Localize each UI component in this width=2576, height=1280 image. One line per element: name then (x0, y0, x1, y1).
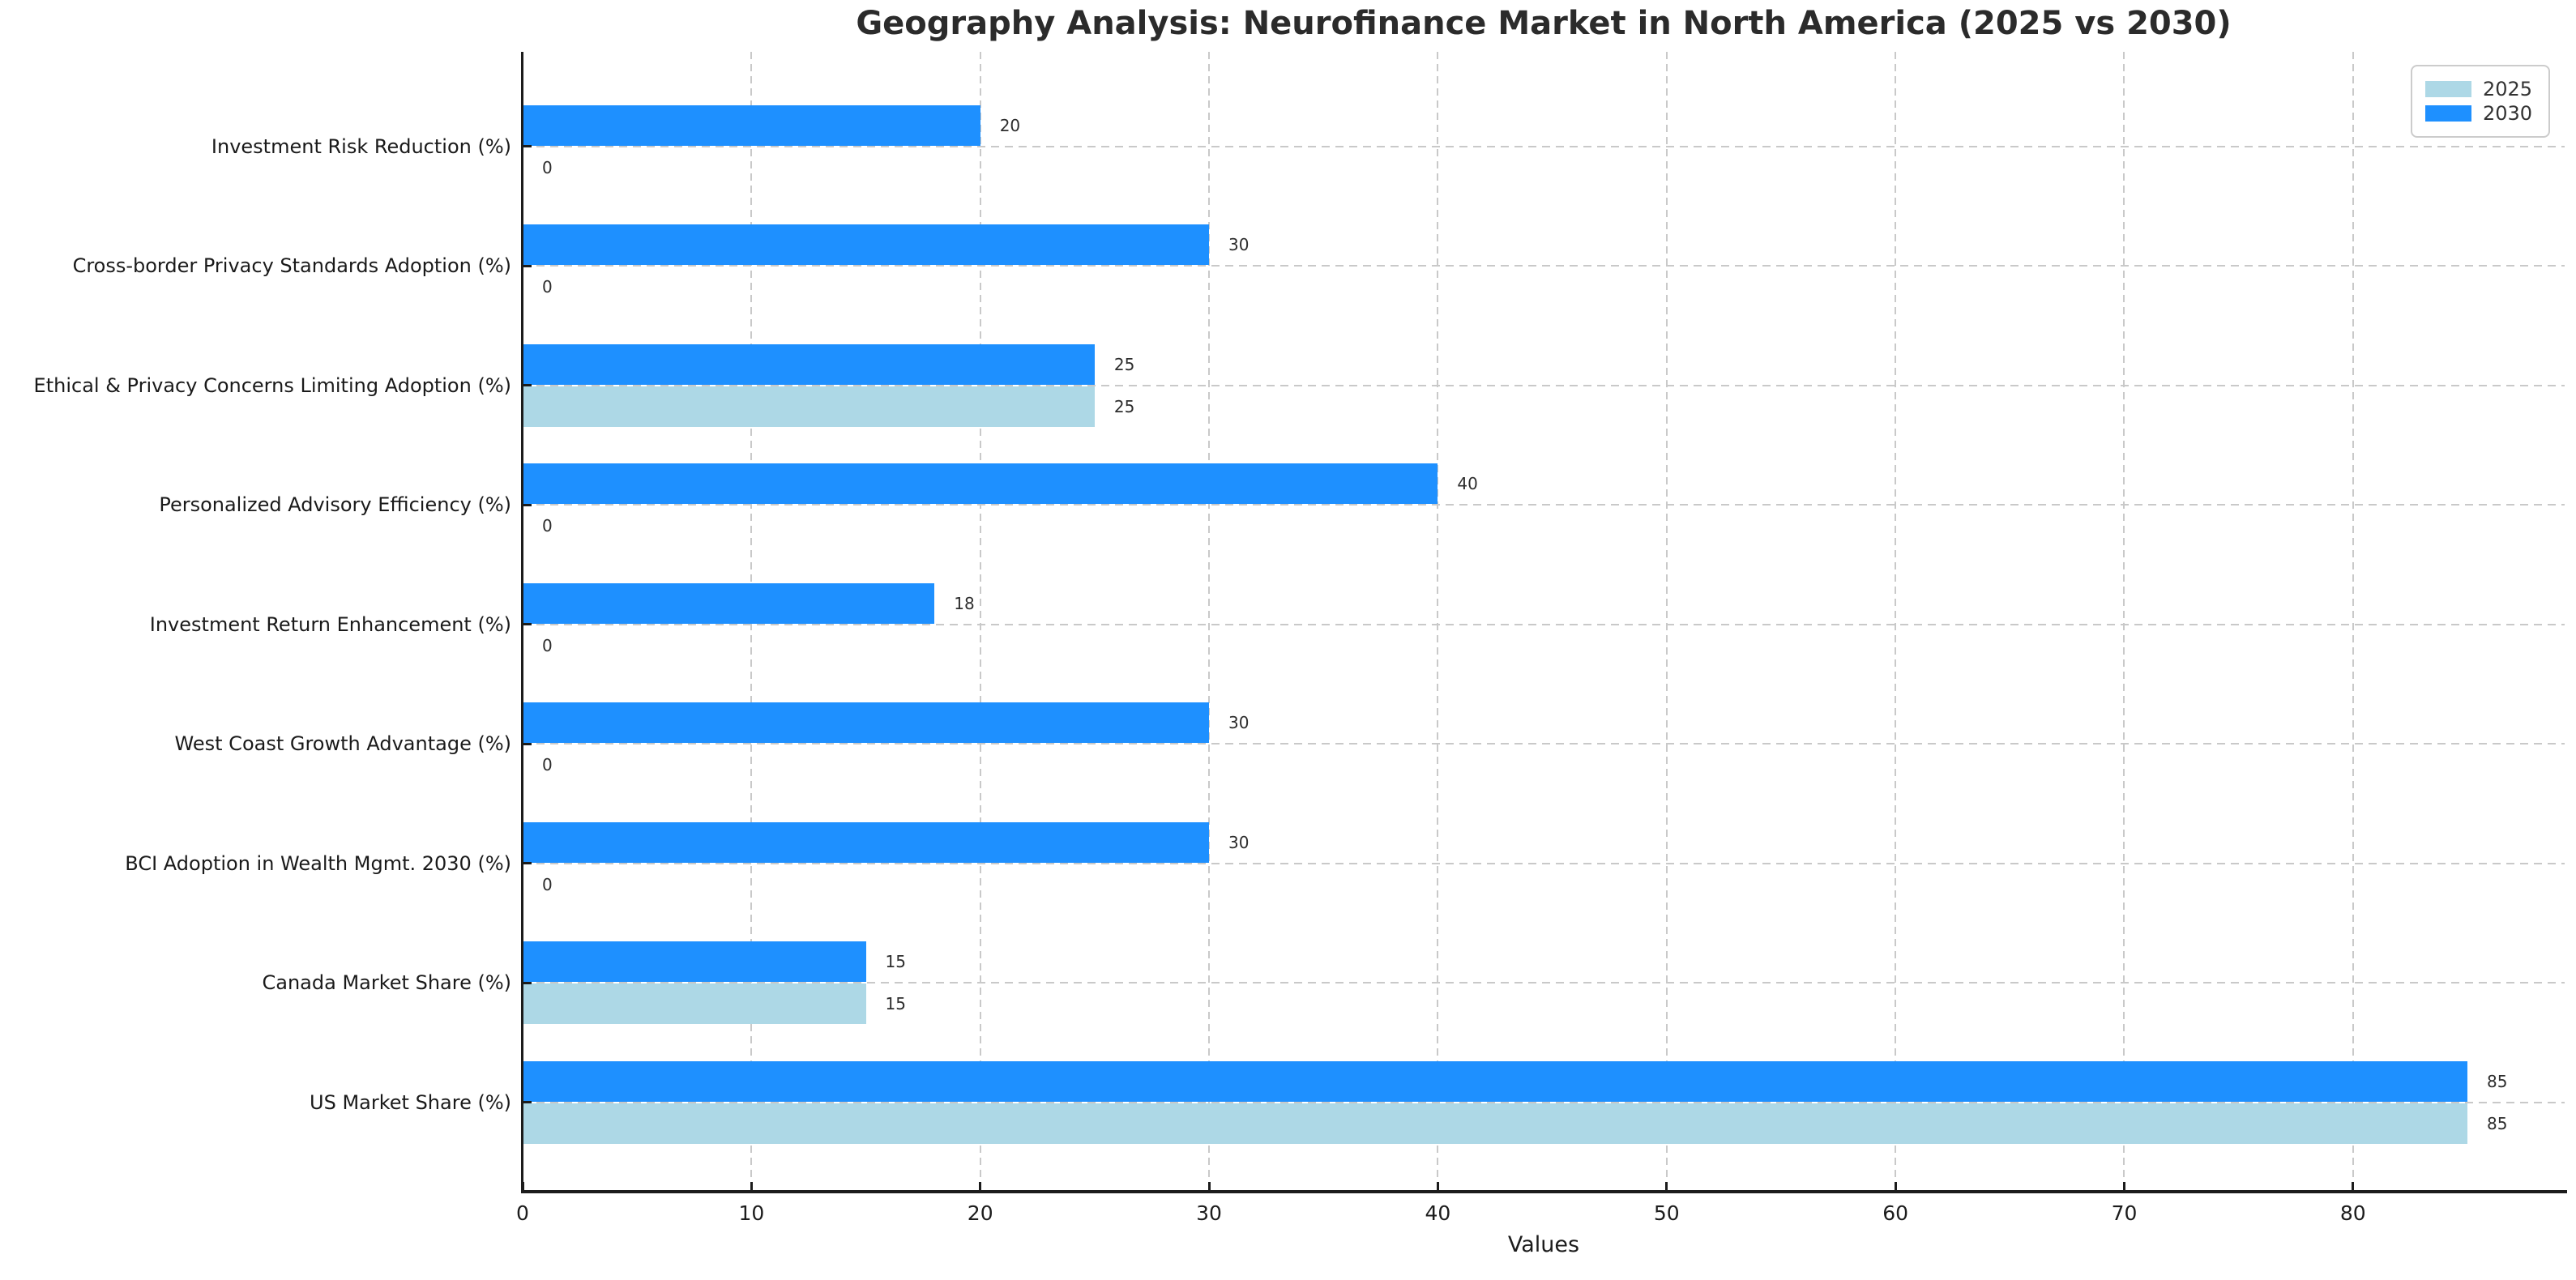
x-tick-label: 80 (2339, 1201, 2366, 1225)
horizontal-gridline (523, 384, 2565, 386)
vertical-gridline (1665, 52, 1668, 1192)
vertical-gridline (979, 52, 981, 1192)
category-label: Personalized Advisory Efficiency (%) (159, 493, 511, 516)
vertical-gridline (1437, 52, 1439, 1192)
horizontal-gridline (523, 265, 2565, 267)
x-tick-mark (1207, 1182, 1211, 1192)
bar-value-label-2025: 0 (542, 755, 553, 774)
legend-swatch-2025 (2425, 81, 2471, 97)
horizontal-gridline (523, 623, 2565, 625)
bar-2030 (523, 941, 866, 982)
bar-value-label-2025: 0 (542, 516, 553, 535)
bar-value-label-2025: 0 (542, 277, 553, 297)
y-tick-mark (523, 145, 532, 147)
vertical-gridline (1895, 52, 1897, 1192)
y-tick-mark (523, 742, 532, 745)
bar-value-label-2030: 40 (1457, 474, 1478, 493)
bar-value-label-2025: 0 (542, 874, 553, 894)
bar-2030 (523, 582, 935, 624)
x-axis-label: Values (1507, 1232, 1580, 1257)
x-tick-label: 40 (1425, 1201, 1451, 1225)
bar-value-label-2030: 85 (2487, 1071, 2508, 1091)
x-tick-mark (1894, 1182, 1897, 1192)
bar-2030 (523, 702, 1210, 743)
bar-2025 (523, 983, 866, 1024)
category-label: BCI Adoption in Wealth Mgmt. 2030 (%) (125, 851, 511, 875)
x-tick-label: 30 (1196, 1201, 1222, 1225)
y-tick-mark (523, 503, 532, 506)
y-tick-mark (523, 384, 532, 386)
x-tick-label: 10 (738, 1201, 765, 1225)
x-axis-spine (521, 1190, 2567, 1193)
x-tick-label: 60 (1882, 1201, 1909, 1225)
y-tick-mark (523, 264, 532, 267)
y-tick-mark (523, 1101, 532, 1103)
horizontal-gridline (523, 1101, 2565, 1103)
plot-area: 20 0 30 0 25 25 40 0 18 0 30 0 30 0 15 15 85 85 (523, 52, 2565, 1192)
x-tick-label: 20 (967, 1201, 993, 1225)
category-label: Ethical & Privacy Concerns Limiting Adop… (33, 373, 511, 397)
bar-value-label-2030: 15 (885, 952, 906, 971)
legend-label: 2030 (2483, 102, 2533, 125)
bar-2030 (523, 224, 1210, 265)
x-tick-mark (2122, 1182, 2125, 1192)
bar-value-label-2030: 18 (954, 593, 975, 613)
bar-2025 (523, 386, 1095, 427)
bar-2030 (523, 343, 1095, 385)
bar-2030 (523, 105, 980, 146)
vertical-gridline (2123, 52, 2125, 1192)
category-label: Investment Return Enhancement (%) (149, 612, 511, 636)
bar-value-label-2025: 0 (542, 157, 553, 177)
x-tick-mark (2352, 1182, 2355, 1192)
category-label: US Market Share (%) (310, 1090, 511, 1114)
x-tick-mark (750, 1182, 753, 1192)
legend-label: 2025 (2483, 78, 2533, 100)
y-axis-spine (521, 52, 523, 1193)
x-tick-mark (979, 1182, 982, 1192)
horizontal-gridline (523, 982, 2565, 983)
vertical-gridline (1208, 52, 1211, 1192)
bar-2030 (523, 821, 1210, 863)
horizontal-gridline (523, 862, 2565, 864)
bar-2025 (523, 1103, 2467, 1144)
legend-entry: 2030 (2425, 102, 2548, 125)
y-tick-mark (523, 981, 532, 984)
bar-value-label-2030: 25 (1113, 354, 1135, 374)
vertical-gridline (2352, 52, 2354, 1192)
bar-2030 (523, 463, 1438, 504)
x-tick-mark (1665, 1182, 1668, 1192)
bar-value-label-2030: 30 (1228, 832, 1250, 852)
bar-value-label-2025: 25 (1113, 396, 1135, 416)
bar-value-label-2030: 30 (1228, 235, 1250, 254)
bar-value-label-2025: 15 (885, 994, 906, 1013)
x-tick-mark (1436, 1182, 1439, 1192)
x-tick-label: 50 (1653, 1201, 1680, 1225)
bar-2030 (523, 1060, 2467, 1102)
bar-value-label-2025: 85 (2487, 1113, 2508, 1133)
legend-entry: 2025 (2425, 78, 2548, 100)
category-label: Cross-border Privacy Standards Adoption … (72, 254, 511, 277)
bar-value-label-2025: 0 (542, 635, 553, 655)
category-label: West Coast Growth Advantage (%) (174, 732, 511, 755)
chart-title: Geography Analysis: Neurofinance Market … (856, 5, 2232, 42)
horizontal-gridline (523, 504, 2565, 506)
horizontal-gridline (523, 743, 2565, 745)
category-label: Canada Market Share (%) (262, 971, 512, 994)
y-tick-mark (523, 623, 532, 625)
x-tick-label: 70 (2111, 1201, 2138, 1225)
y-tick-mark (523, 862, 532, 864)
legend-swatch-2030 (2425, 105, 2471, 122)
horizontal-gridline (523, 145, 2565, 147)
legend: 2025 2030 (2411, 65, 2550, 138)
category-label: Investment Risk Reduction (%) (211, 134, 511, 158)
bar-value-label-2030: 20 (999, 115, 1021, 135)
bar-value-label-2030: 30 (1228, 713, 1250, 732)
x-tick-label: 0 (516, 1201, 529, 1225)
